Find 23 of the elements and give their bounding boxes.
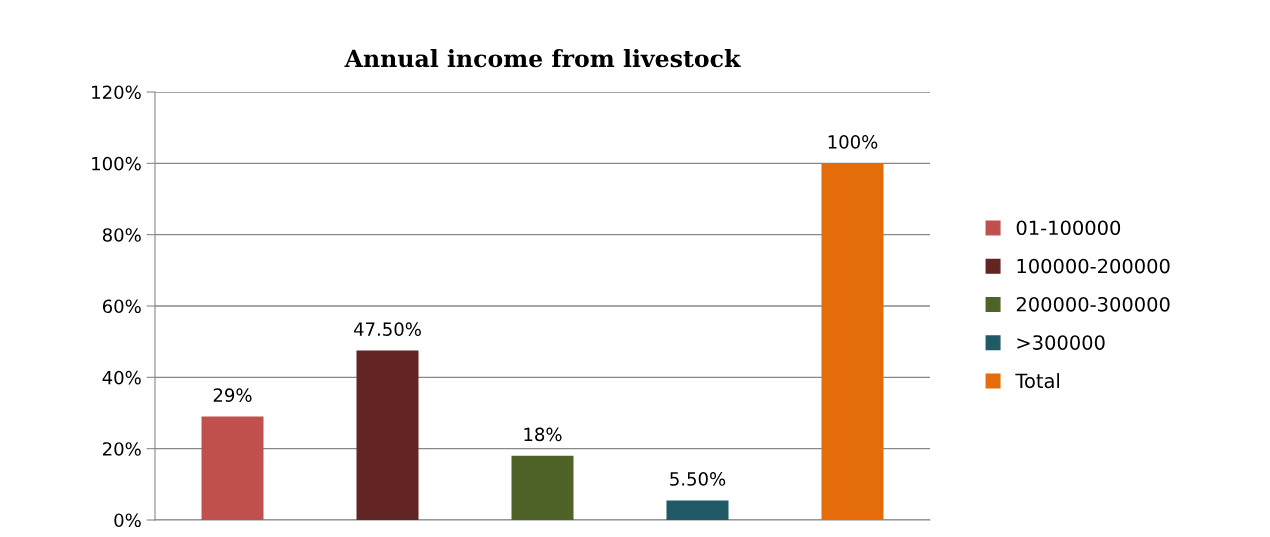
y-tick-label: 100% (92, 156, 141, 171)
y-tick-label: 60% (102, 299, 141, 314)
legend-label: Total (1015, 373, 1059, 389)
legend-label: 100000-200000 (1017, 258, 1170, 274)
y-tick-label: 0% (114, 513, 141, 528)
bar (821, 163, 884, 520)
y-tick-label: 120% (92, 85, 141, 100)
bar (511, 455, 574, 520)
y-tick-label: 40% (102, 370, 141, 385)
legend-label: 200000-300000 (1016, 296, 1170, 312)
data-label: 29% (213, 388, 252, 402)
data-label: 5.50% (670, 472, 726, 486)
chart-title: Annual income from livestock (344, 49, 741, 68)
data-label: 18% (524, 427, 562, 442)
y-tick-label: 80% (102, 228, 141, 242)
data-label: 100% (828, 135, 878, 149)
bar (201, 416, 264, 520)
y-tick-label: 20% (103, 442, 141, 456)
bar (356, 350, 419, 520)
legend-label: >300000 (1017, 335, 1105, 350)
data-label: 47.50% (353, 322, 421, 336)
bar (666, 500, 729, 520)
legend-label: 01-100000 (1016, 220, 1121, 236)
